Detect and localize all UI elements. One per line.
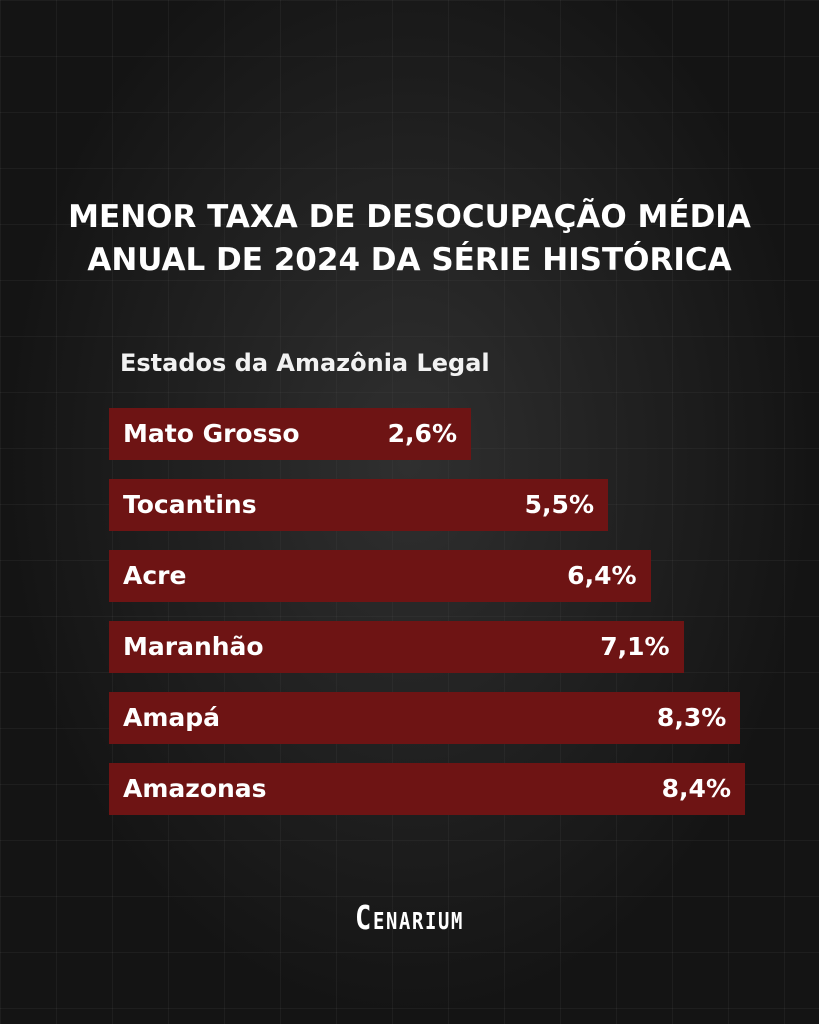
chart-subtitle: Estados da Amazônia Legal [120, 349, 490, 377]
bar-chart: Mato Grosso 2,6% Tocantins 5,5% Acre 6,4% Mara… [109, 408, 769, 828]
bar: Amazonas 8,4% [109, 763, 745, 815]
bar: Amapá 8,3% [109, 692, 741, 744]
bar: Tocantins 5,5% [109, 479, 608, 531]
chart-title: MENOR TAXA DE DESOCUPAÇÃO MÉDIA ANUAL DE… [0, 196, 819, 282]
bar-value-label: 8,4% [661, 774, 731, 803]
bar: Acre 6,4% [109, 550, 651, 602]
chart-title-line-2: ANUAL DE 2024 DA SÉRIE HISTÓRICA [87, 242, 732, 278]
bar: Maranhão 7,1% [109, 621, 684, 673]
bar-value-label: 2,6% [387, 419, 457, 448]
bar-category-label: Maranhão [123, 632, 264, 661]
bar-category-label: Amapá [123, 703, 221, 732]
bar-category-label: Mato Grosso [123, 419, 300, 448]
bar-category-label: Amazonas [123, 774, 267, 803]
bar-value-label: 5,5% [524, 490, 594, 519]
bar-category-label: Acre [123, 561, 187, 590]
bar-category-label: Tocantins [123, 490, 257, 519]
bar: Mato Grosso 2,6% [109, 408, 471, 460]
cenarium-logo: Cenarium [355, 898, 464, 937]
bar-value-label: 8,3% [656, 703, 727, 732]
bar-value-label: 7,1% [600, 632, 670, 661]
chart-title-line-1: MENOR TAXA DE DESOCUPAÇÃO MÉDIA [68, 199, 751, 235]
bar-value-label: 6,4% [567, 561, 637, 590]
